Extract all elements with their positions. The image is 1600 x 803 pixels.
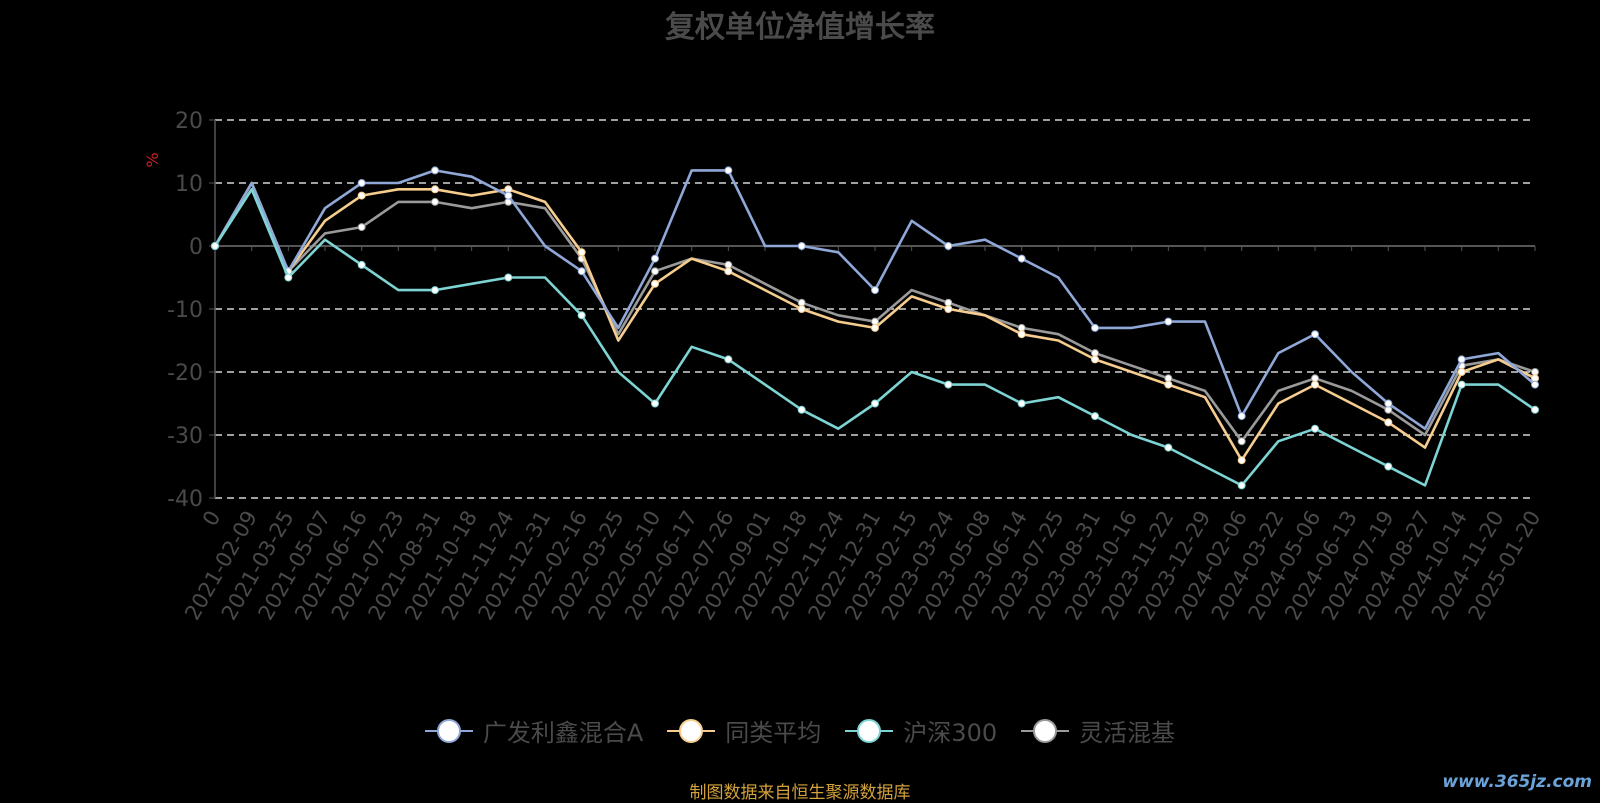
data-point (357, 260, 366, 269)
data-point (1311, 380, 1319, 389)
legend-item[interactable]: 沪深300 (845, 713, 997, 748)
data-point (1384, 399, 1393, 408)
data-point (1311, 330, 1319, 339)
legend-item[interactable]: 广发利鑫混合A (424, 713, 644, 748)
axes (209, 119, 1536, 499)
data-point (431, 286, 439, 295)
data-point (1384, 462, 1393, 471)
data-point (577, 267, 586, 276)
data-point (797, 242, 806, 250)
data-point (1017, 254, 1026, 263)
x-axis-tick-labels: 02021-02-092021-03-252021-05-072021-06-1… (180, 506, 1545, 624)
data-point (1457, 368, 1466, 376)
data-point (1164, 380, 1173, 389)
legend-label: 灵活混基 (1079, 719, 1176, 747)
data-point (431, 185, 439, 194)
y-tick-label: 0 (189, 235, 203, 260)
data-point (1531, 405, 1539, 414)
watermark: www.365jz.com (1442, 772, 1592, 792)
data-point (284, 273, 293, 282)
data-point (1164, 317, 1173, 326)
data-point (724, 166, 733, 175)
data-point (431, 197, 439, 206)
data-point (1311, 424, 1319, 433)
data-point (357, 179, 366, 187)
y-axis-tick-labels: 20 10 0 -10 -20 -30 -40 (167, 109, 203, 512)
data-point (1457, 355, 1466, 364)
data-point (431, 166, 439, 175)
legend-swatch (845, 718, 894, 743)
data-point (1237, 456, 1246, 465)
data-point (871, 286, 879, 295)
grid-lines (215, 119, 1535, 499)
legend: 广发利鑫混合A 同类平均 沪深300 灵活混基 (0, 713, 1600, 748)
y-axis-label: % (143, 152, 162, 167)
data-point (651, 279, 659, 288)
data-point (944, 380, 953, 389)
data-point (504, 273, 513, 282)
data-point (1091, 323, 1099, 332)
data-point (1237, 437, 1246, 446)
data-point (1237, 481, 1246, 490)
legend-swatch (667, 718, 716, 743)
series-line (213, 188, 1536, 487)
data-point (1164, 443, 1173, 452)
legend-item[interactable]: 同类平均 (667, 713, 821, 748)
data-point (357, 223, 366, 232)
data-point (651, 267, 659, 276)
y-tick-label: -20 (167, 361, 203, 386)
data-point (1017, 330, 1026, 339)
legend-swatch (424, 718, 473, 743)
data-point (724, 267, 733, 276)
x-tick-label: 0 (198, 507, 225, 531)
data-point (724, 355, 733, 364)
data-point (1384, 418, 1393, 427)
data-point (357, 191, 366, 200)
legend-label: 广发利鑫混合A (482, 719, 644, 747)
legend-item[interactable]: 灵活混基 (1021, 713, 1175, 748)
data-point (944, 305, 953, 313)
data-point (577, 248, 586, 257)
data-point (1091, 412, 1099, 421)
series-line (213, 169, 1536, 431)
data-point (577, 311, 586, 320)
y-tick-label: -10 (167, 298, 203, 323)
data-point (1017, 399, 1026, 408)
data-point (1091, 355, 1099, 364)
data-point (211, 242, 219, 250)
legend-label: 同类平均 (725, 719, 822, 747)
series-3 (211, 188, 1539, 446)
data-source-note: 制图数据来自恒生聚源数据库 (689, 783, 911, 803)
legend-label: 沪深300 (903, 719, 998, 747)
data-point (871, 323, 879, 332)
data-point (1237, 412, 1246, 421)
data-point (1531, 380, 1539, 389)
data-point (504, 191, 513, 200)
data-point (944, 242, 953, 250)
chart-title: 复权单位净值增长率 (665, 10, 935, 45)
data-point (797, 305, 806, 313)
y-tick-label: 10 (175, 172, 203, 197)
y-tick-label: -40 (167, 487, 203, 512)
legend-swatch (1021, 718, 1070, 743)
series-lines (211, 166, 1539, 490)
data-point (651, 254, 659, 263)
data-point (797, 405, 806, 414)
data-point (651, 399, 659, 408)
series-0 (211, 166, 1539, 431)
y-tick-label: 20 (175, 109, 203, 134)
series-2 (211, 188, 1539, 490)
data-point (1457, 380, 1466, 389)
data-point (871, 399, 879, 408)
y-tick-label: -30 (167, 424, 203, 449)
